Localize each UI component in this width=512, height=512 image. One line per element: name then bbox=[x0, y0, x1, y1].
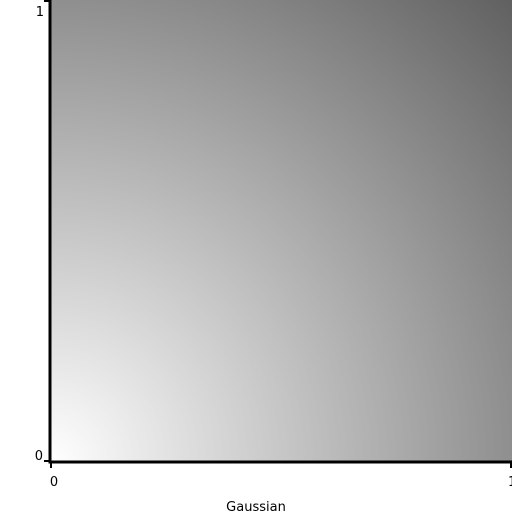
y-tick-label-0: 0 bbox=[35, 449, 43, 464]
heatmap-area bbox=[50, 0, 512, 462]
y-tick-label-1: 1 bbox=[36, 5, 44, 20]
x-axis-title: Gaussian bbox=[226, 500, 286, 512]
x-tick-label-1: 1 bbox=[508, 475, 512, 490]
x-tick-label-0: 0 bbox=[50, 475, 58, 490]
